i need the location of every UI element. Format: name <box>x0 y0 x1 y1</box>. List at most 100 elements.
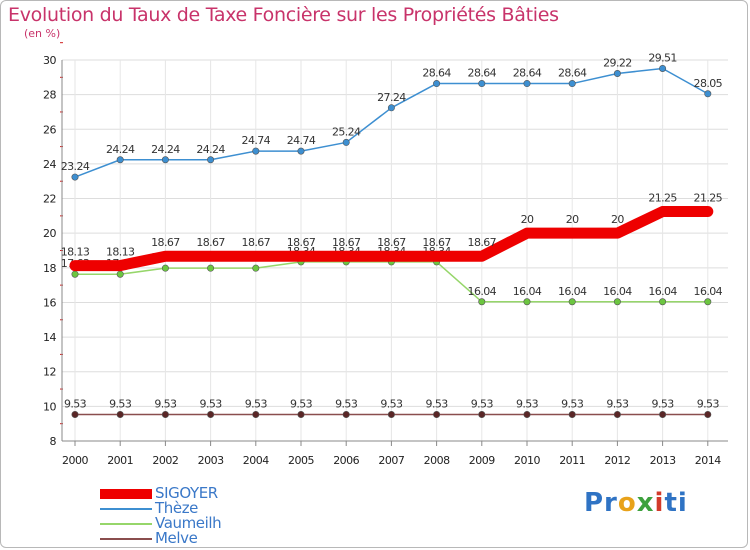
data-label-sigoyer: 18.67 <box>468 236 497 249</box>
chart-title: Evolution du Taux de Taxe Foncière sur l… <box>8 4 559 26</box>
x-tick-label: 2012 <box>604 454 630 467</box>
data-point-vaumeilh <box>161 264 169 272</box>
data-label-melve: 9.53 <box>426 398 449 411</box>
data-point-sigoyer <box>478 253 485 260</box>
legend-label: Vaumeilh <box>155 514 222 532</box>
y-tick-label: 22 <box>43 193 56 206</box>
data-label-sigoyer: 20 <box>566 213 579 226</box>
data-label-vaumeilh: 16.04 <box>513 285 542 298</box>
data-point-th-ze <box>704 90 712 98</box>
x-tick-label: 2008 <box>424 454 450 467</box>
y-tick-label: 24 <box>43 158 56 171</box>
legend-swatch <box>100 489 152 499</box>
data-point-sigoyer <box>162 253 169 260</box>
data-point-sigoyer <box>343 253 350 260</box>
data-label-melve: 9.53 <box>290 398 313 411</box>
data-point-melve <box>342 411 350 419</box>
legend-item-vaumeilh: Vaumeilh <box>100 514 300 532</box>
data-label-melve: 9.53 <box>109 398 132 411</box>
data-label-sigoyer: 20 <box>611 213 624 226</box>
data-label-th-ze: 25.24 <box>332 125 361 138</box>
data-point-th-ze <box>613 70 621 78</box>
data-point-sigoyer <box>117 262 124 269</box>
data-label-melve: 9.53 <box>64 398 87 411</box>
data-point-melve <box>478 411 486 419</box>
data-label-th-ze: 29.51 <box>648 51 677 64</box>
data-label-th-ze: 28.64 <box>513 67 542 80</box>
data-point-th-ze <box>433 80 441 88</box>
data-point-vaumeilh <box>704 298 712 306</box>
data-label-vaumeilh: 16.04 <box>468 285 497 298</box>
data-point-th-ze <box>252 147 260 155</box>
y-tick-label: 28 <box>43 89 56 102</box>
data-point-sigoyer <box>524 230 530 237</box>
legend-swatch <box>100 523 152 525</box>
x-tick-label: 2009 <box>469 454 495 467</box>
data-point-th-ze <box>297 147 305 155</box>
y-tick-label: 30 <box>43 54 56 67</box>
data-point-vaumeilh <box>478 298 486 306</box>
data-point-melve <box>568 411 576 419</box>
y-tick-label: 14 <box>43 331 56 344</box>
data-label-vaumeilh: 16.04 <box>648 285 677 298</box>
data-label-th-ze: 24.74 <box>242 134 271 147</box>
x-tick-label: 2013 <box>650 454 676 467</box>
data-label-melve: 9.53 <box>606 398 629 411</box>
data-point-th-ze <box>523 80 531 88</box>
x-tick-label: 2004 <box>243 454 269 467</box>
data-point-th-ze <box>161 156 169 164</box>
proxiti-logo: Proxiti <box>584 488 688 518</box>
x-tick-label: 2006 <box>333 454 359 467</box>
data-point-th-ze <box>478 80 486 88</box>
data-label-melve: 9.53 <box>471 398 494 411</box>
data-label-th-ze: 28.05 <box>694 77 723 90</box>
x-tick-label: 2014 <box>695 454 721 467</box>
legend-label: Thèze <box>155 499 199 517</box>
data-point-vaumeilh <box>207 264 215 272</box>
data-point-vaumeilh <box>613 298 621 306</box>
data-point-melve <box>71 411 79 419</box>
data-label-sigoyer: 18.67 <box>287 236 316 249</box>
data-point-melve <box>433 411 441 419</box>
x-tick-label: 2007 <box>378 454 404 467</box>
data-point-vaumeilh <box>71 270 79 278</box>
data-label-melve: 9.53 <box>516 398 539 411</box>
data-point-melve <box>297 411 305 419</box>
y-tick-label: 12 <box>43 366 56 379</box>
data-point-sigoyer <box>72 262 78 269</box>
data-label-sigoyer: 18.67 <box>332 236 361 249</box>
data-point-th-ze <box>207 156 215 164</box>
x-tick-label: 2003 <box>198 454 224 467</box>
data-label-vaumeilh: 16.04 <box>603 285 632 298</box>
data-label-sigoyer: 18.67 <box>377 236 406 249</box>
y-tick-label: 8 <box>50 435 57 448</box>
data-label-melve: 9.53 <box>652 398 675 411</box>
data-point-melve <box>252 411 260 419</box>
legend-item-sigoyer: SIGOYER <box>100 484 300 502</box>
data-label-sigoyer: 20 <box>521 213 534 226</box>
data-point-vaumeilh <box>523 298 531 306</box>
data-label-th-ze: 24.24 <box>151 143 180 156</box>
chart-legend: SIGOYER Thèze Vaumeilh Melve <box>100 484 300 547</box>
data-point-th-ze <box>387 104 395 112</box>
data-label-melve: 9.53 <box>380 398 403 411</box>
legend-item-th-ze: Thèze <box>100 499 300 517</box>
data-point-vaumeilh <box>568 298 576 306</box>
data-point-th-ze <box>71 173 79 181</box>
x-tick-label: 2000 <box>62 454 88 467</box>
data-point-vaumeilh <box>252 264 260 272</box>
y-tick-label: 20 <box>43 227 56 240</box>
legend-swatch <box>100 538 152 540</box>
data-point-sigoyer <box>704 208 711 215</box>
data-label-th-ze: 28.64 <box>558 67 587 80</box>
data-label-sigoyer: 21.25 <box>694 192 723 205</box>
legend-label: Melve <box>155 529 198 547</box>
data-label-sigoyer: 18.67 <box>422 236 451 249</box>
data-point-sigoyer <box>433 253 440 260</box>
data-point-vaumeilh <box>659 298 667 306</box>
data-point-sigoyer <box>207 253 214 260</box>
y-tick-label: 16 <box>43 296 56 309</box>
y-tick-label: 10 <box>43 400 56 413</box>
data-point-melve <box>659 411 667 419</box>
